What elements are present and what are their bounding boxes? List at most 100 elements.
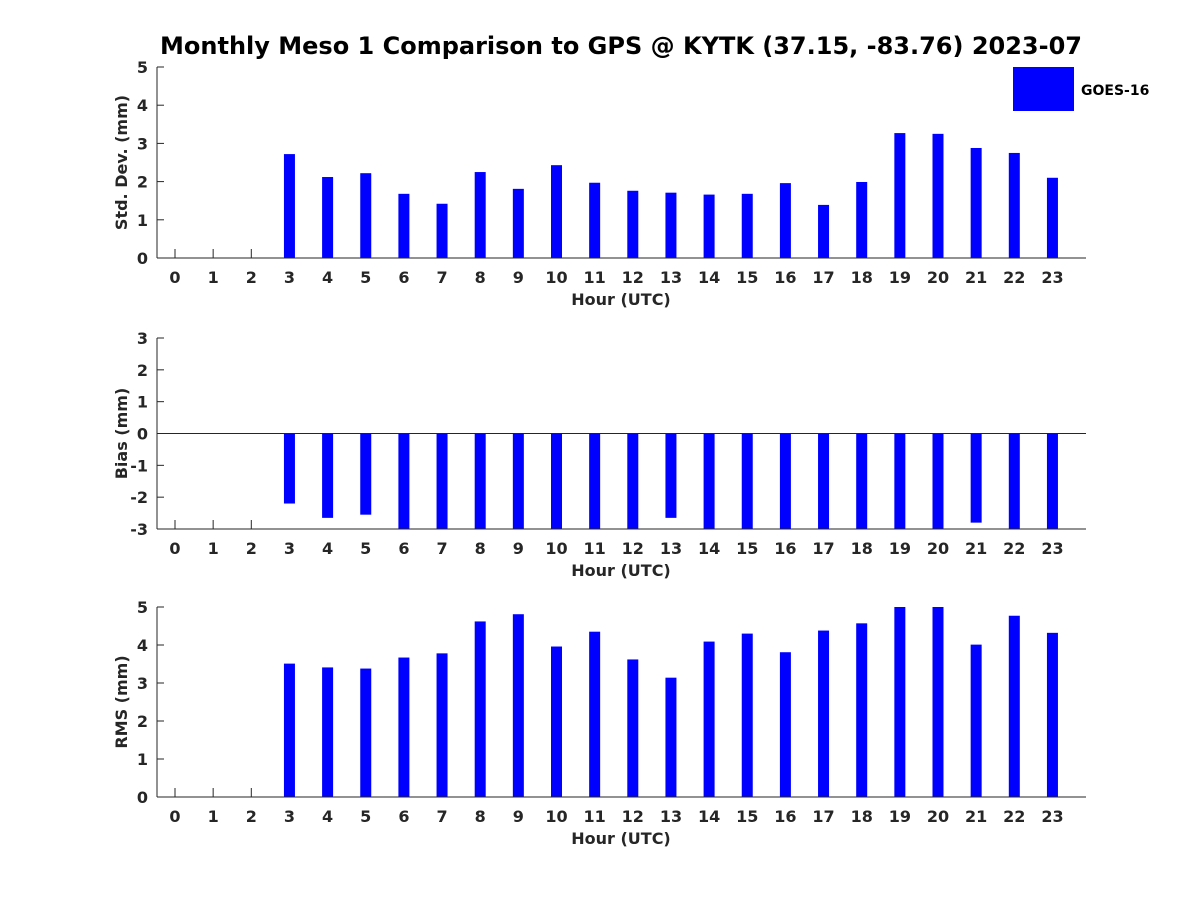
x-tick-label: 13 xyxy=(660,539,682,558)
bar xyxy=(436,433,448,529)
x-tick-label: 9 xyxy=(513,268,524,287)
x-tick-label: 3 xyxy=(284,539,295,558)
bar xyxy=(322,177,334,258)
bar xyxy=(589,182,601,258)
x-tick-label: 21 xyxy=(965,539,987,558)
bar xyxy=(283,663,295,797)
bar xyxy=(1008,615,1020,797)
x-tick-label: 10 xyxy=(545,807,567,826)
bar xyxy=(665,433,677,518)
x-tick-label: 1 xyxy=(208,807,219,826)
y-tick-label: 3 xyxy=(137,134,148,153)
x-tick-label: 8 xyxy=(475,539,486,558)
x-axis-label: Hour (UTC) xyxy=(571,829,671,848)
x-tick-label: 7 xyxy=(436,807,447,826)
x-tick-label: 19 xyxy=(889,539,911,558)
x-tick-label: 9 xyxy=(513,539,524,558)
y-tick-label: 1 xyxy=(137,750,148,769)
x-tick-label: 22 xyxy=(1003,539,1025,558)
x-tick-label: 6 xyxy=(398,268,409,287)
bar xyxy=(589,631,601,797)
bar xyxy=(741,633,753,797)
y-tick-label: -3 xyxy=(130,520,148,539)
bar xyxy=(894,133,906,258)
x-tick-label: 2 xyxy=(246,807,257,826)
bar xyxy=(551,646,562,797)
x-tick-label: 0 xyxy=(169,539,180,558)
x-tick-label: 20 xyxy=(927,807,949,826)
x-tick-label: 20 xyxy=(927,268,949,287)
x-tick-label: 16 xyxy=(774,268,796,287)
x-tick-label: 8 xyxy=(475,807,486,826)
bar xyxy=(856,623,868,797)
bar xyxy=(283,154,295,258)
bar xyxy=(818,433,830,529)
x-tick-label: 21 xyxy=(965,807,987,826)
x-tick-label: 11 xyxy=(584,268,606,287)
bar xyxy=(741,433,753,529)
bar xyxy=(818,630,830,797)
x-tick-label: 16 xyxy=(774,807,796,826)
x-tick-label: 19 xyxy=(889,268,911,287)
bar xyxy=(665,192,677,258)
y-tick-label: 2 xyxy=(137,361,148,380)
bar xyxy=(970,147,982,258)
bar xyxy=(512,433,524,529)
x-tick-label: 12 xyxy=(622,807,644,826)
x-tick-label: 14 xyxy=(698,539,720,558)
y-tick-label: 3 xyxy=(137,329,148,348)
bar xyxy=(1008,152,1020,258)
x-tick-label: 23 xyxy=(1041,807,1063,826)
y-axis-label: Std. Dev. (mm) xyxy=(112,95,131,230)
x-tick-label: 8 xyxy=(475,268,486,287)
y-tick-label: -1 xyxy=(130,456,148,475)
bar xyxy=(360,173,372,258)
bar xyxy=(627,433,639,529)
x-tick-label: 22 xyxy=(1003,268,1025,287)
legend-label: GOES-16 xyxy=(1081,83,1149,99)
y-tick-label: 5 xyxy=(137,58,148,77)
bar xyxy=(970,433,982,523)
y-axis-label: Bias (mm) xyxy=(112,388,131,480)
bar xyxy=(894,433,906,529)
bar xyxy=(779,652,791,797)
bar xyxy=(322,433,334,518)
y-tick-label: 0 xyxy=(137,249,148,268)
x-tick-label: 13 xyxy=(660,268,682,287)
x-tick-label: 1 xyxy=(208,539,219,558)
bar xyxy=(1008,433,1020,529)
legend: GOES-16 xyxy=(1013,67,1149,111)
y-tick-label: 2 xyxy=(137,173,148,192)
x-tick-label: 2 xyxy=(246,539,257,558)
bar xyxy=(856,181,868,258)
x-tick-label: 23 xyxy=(1041,268,1063,287)
bar xyxy=(627,190,639,258)
bar xyxy=(970,644,982,797)
x-tick-label: 4 xyxy=(322,807,333,826)
x-tick-label: 17 xyxy=(812,807,834,826)
x-tick-label: 22 xyxy=(1003,807,1025,826)
x-tick-label: 3 xyxy=(284,807,295,826)
bar xyxy=(1046,177,1058,258)
x-tick-label: 5 xyxy=(360,539,371,558)
bar xyxy=(398,433,410,529)
x-tick-label: 10 xyxy=(545,539,567,558)
x-tick-label: 6 xyxy=(398,539,409,558)
x-axis-label: Hour (UTC) xyxy=(571,561,671,580)
y-tick-label: 2 xyxy=(137,712,148,731)
bar xyxy=(436,203,448,258)
bar xyxy=(474,621,486,797)
bar xyxy=(627,659,639,797)
x-tick-label: 11 xyxy=(584,539,606,558)
bar xyxy=(322,667,334,797)
x-tick-label: 18 xyxy=(851,807,873,826)
x-tick-label: 5 xyxy=(360,807,371,826)
y-tick-label: 5 xyxy=(137,598,148,617)
chart-title: Monthly Meso 1 Comparison to GPS @ KYTK … xyxy=(160,32,1082,60)
y-tick-label: 1 xyxy=(137,393,148,412)
x-tick-label: 0 xyxy=(169,268,180,287)
bar xyxy=(360,433,372,515)
x-tick-label: 11 xyxy=(584,807,606,826)
x-tick-label: 9 xyxy=(513,807,524,826)
